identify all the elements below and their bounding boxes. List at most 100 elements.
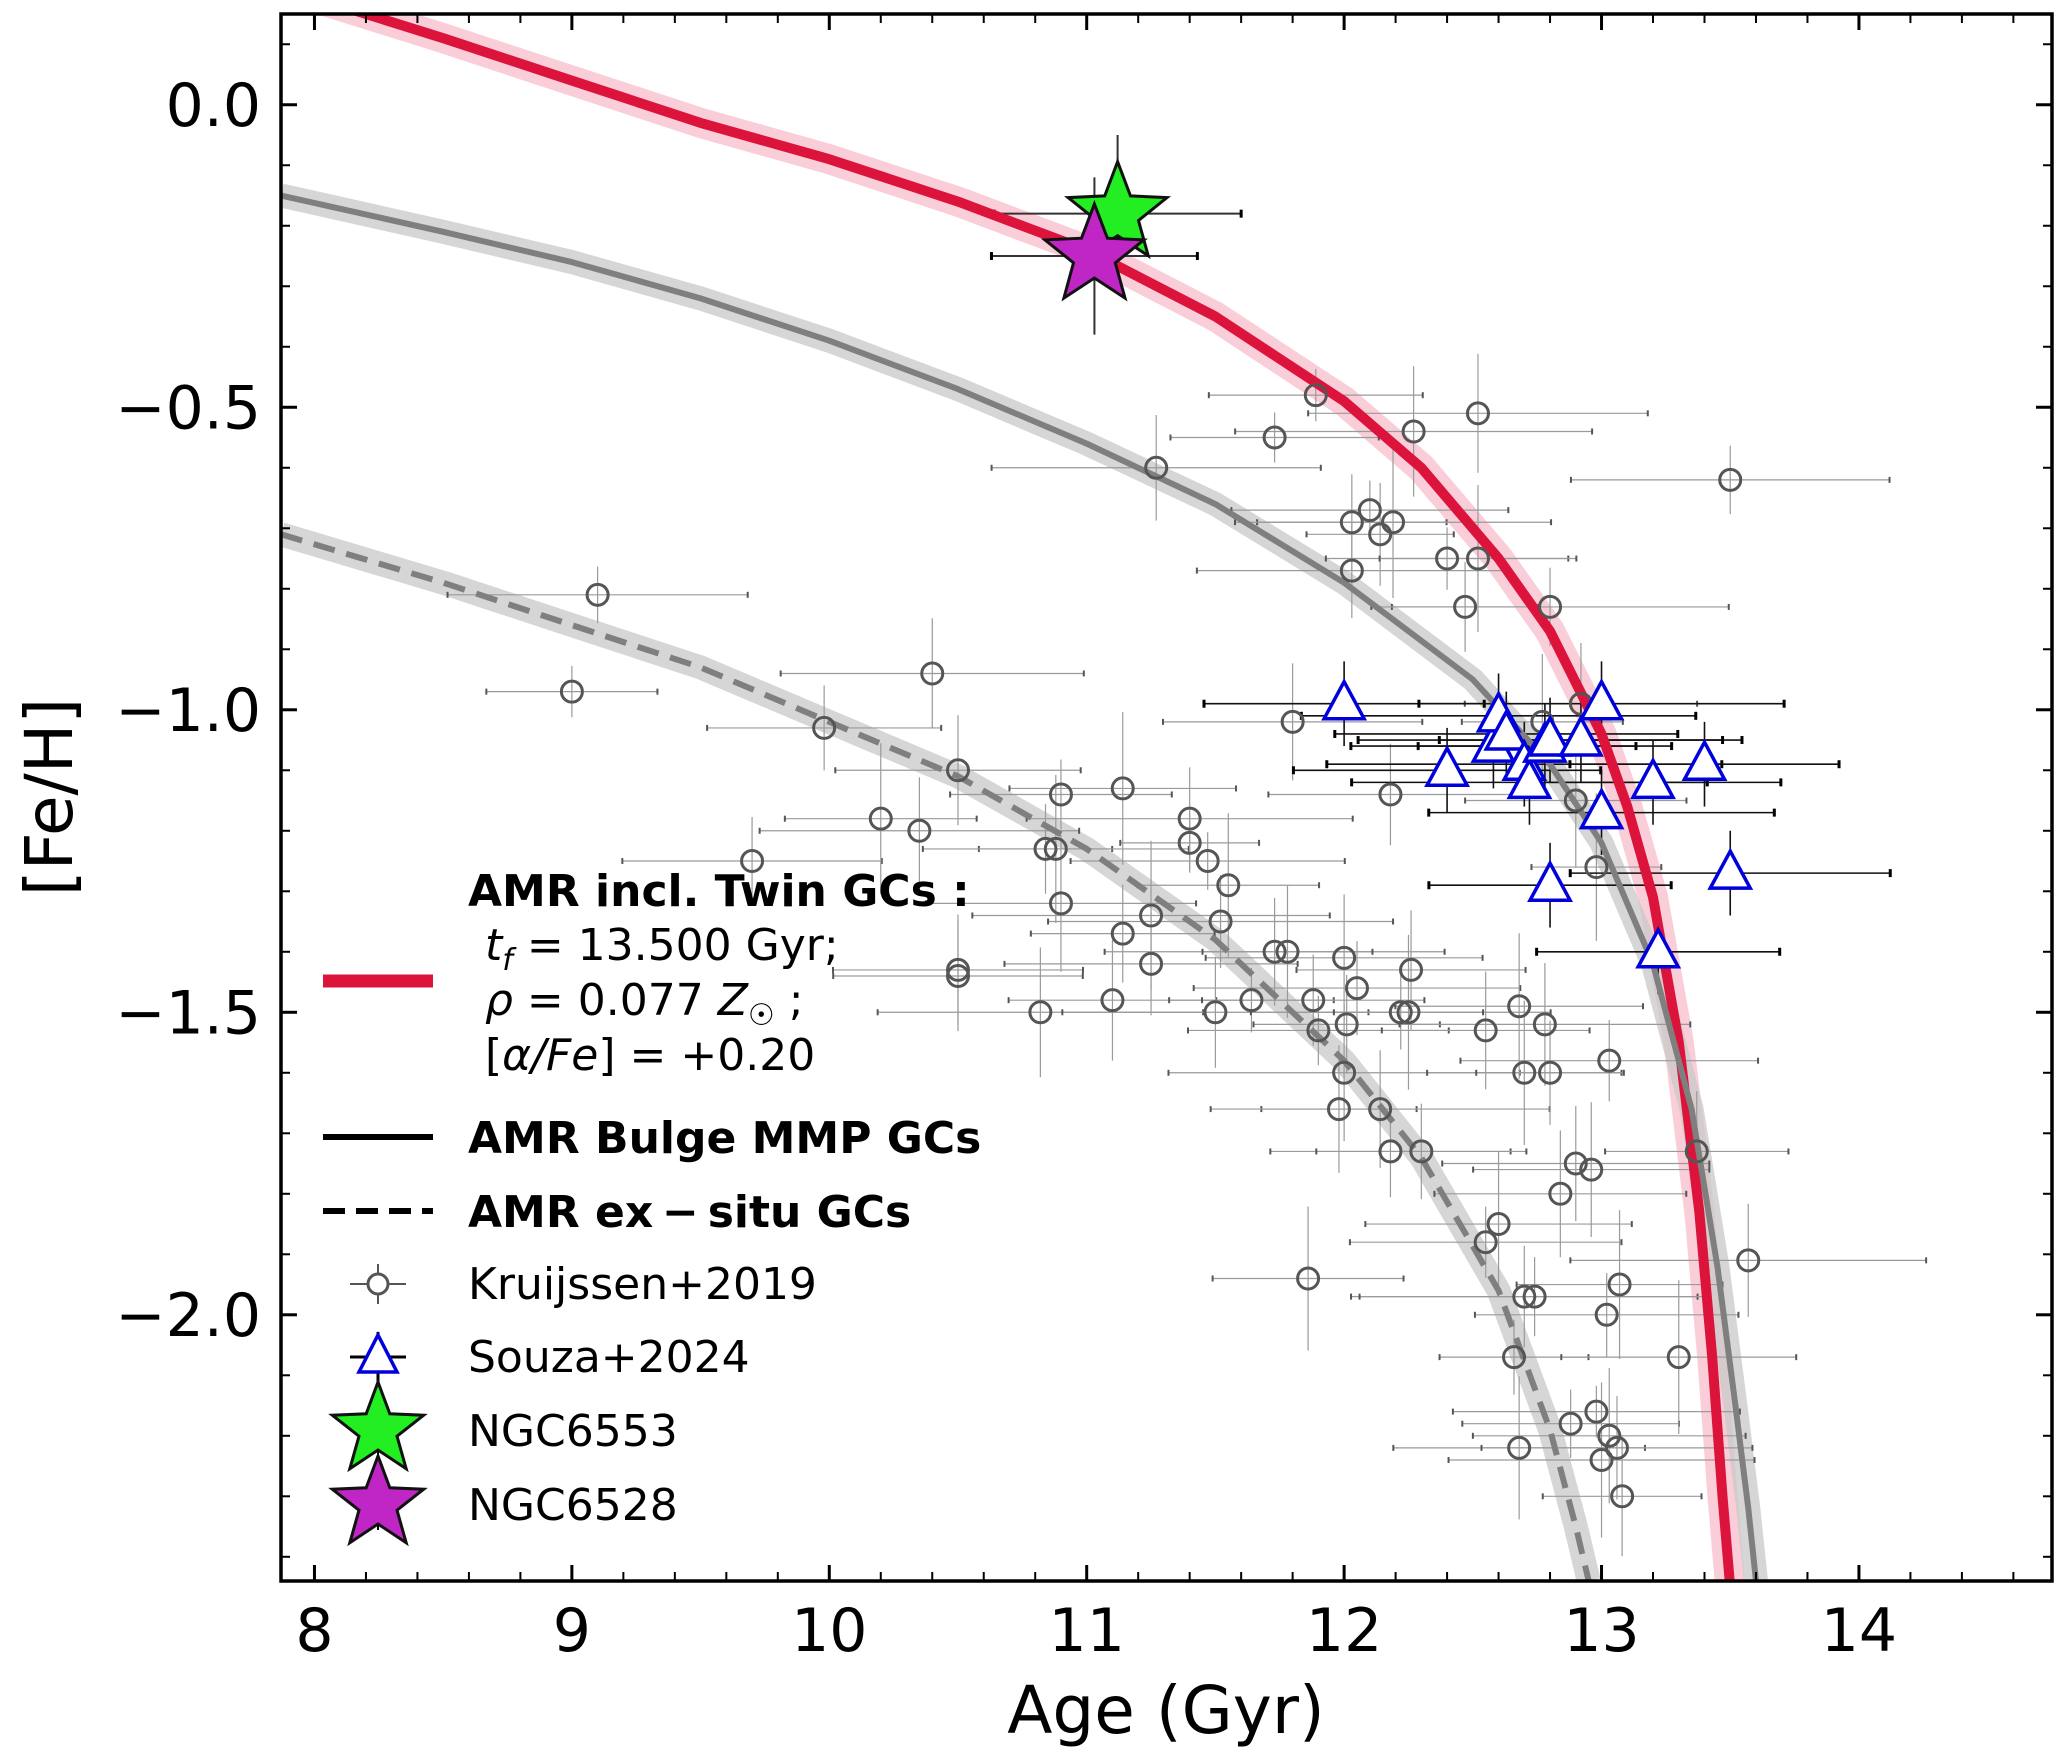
kruijssen-point: [1465, 546, 1490, 571]
legend-alpha-open: [: [485, 1030, 502, 1081]
kruijssen-point: [1399, 957, 1424, 982]
kruijssen-point: [1532, 1012, 1557, 1037]
kruijssen-point: [585, 582, 610, 607]
x-tick-label: 8: [295, 1596, 333, 1666]
legend-twin-tf: tf = 13.500 Gyr;: [485, 920, 839, 978]
legend-rho-sun: ☉: [748, 998, 775, 1033]
kruijssen-point: [1473, 1018, 1498, 1043]
kruijssen-point: [1684, 1139, 1709, 1164]
kruijssen-point: [1028, 1000, 1053, 1025]
kruijssen-point: [1736, 1248, 1761, 1273]
y-tick-label: −0.5: [115, 373, 261, 443]
legend-marker-ngc6553: [328, 1377, 428, 1473]
kruijssen-point: [1396, 1000, 1421, 1025]
x-axis-title: Age (Gyr): [1007, 1672, 1324, 1749]
kruijssen-point: [907, 818, 932, 843]
plot-frame: [279, 12, 2054, 1583]
kruijssen-point: [1339, 558, 1364, 583]
kruijssen-point: [1275, 939, 1300, 964]
legend-rho-z: Z: [717, 975, 749, 1026]
legend-twin-rho: ρ = 0.077 Z☉ ;: [485, 975, 804, 1033]
kruijssen-point: [1303, 383, 1328, 408]
kruijssen-point: [1563, 788, 1588, 813]
kruijssen-point: [1378, 1139, 1403, 1164]
curve-1: [281, 192, 1759, 1581]
kruijssen-point: [1502, 1345, 1527, 1370]
y-tick-label: −1.5: [115, 978, 261, 1048]
kruijssen-point: [1296, 1266, 1321, 1291]
legend-kruijssen: Kruijssen+2019: [468, 1259, 817, 1310]
kruijssen-point: [1110, 921, 1135, 946]
kruijssen-point: [1465, 401, 1490, 426]
legend-marker-kruijssen: [350, 1264, 406, 1304]
x-tick-label: 14: [1821, 1596, 1897, 1666]
ngc6528-point: [1040, 199, 1148, 302]
kruijssen-point: [1306, 1018, 1331, 1043]
kruijssen-point: [1144, 455, 1169, 480]
kruijssen-point: [1610, 1484, 1635, 1509]
kruijssen-point: [1486, 1212, 1511, 1237]
kruijssen-point: [1522, 1284, 1547, 1309]
kruijssen-point: [1139, 903, 1164, 928]
kruijssen-point: [1538, 1060, 1563, 1085]
legend-marker-ngc6528: [328, 1451, 428, 1547]
kruijssen-point: [1401, 419, 1426, 444]
kruijssen-point: [1357, 498, 1382, 523]
y-tick-label: −1.0: [115, 676, 261, 746]
kruijssen-point: [1589, 1447, 1614, 1472]
axis-tick-labels: 8 9 10 11 12 13 14 0.0 −0.5 −1.0 −1.5 −2.0: [115, 71, 1897, 1666]
data-points: [559, 157, 1761, 1509]
curve-0: [349, 14, 1735, 1581]
kruijssen-point: [1507, 1435, 1532, 1460]
kruijssen-point: [1718, 467, 1743, 492]
kruijssen-point: [1139, 951, 1164, 976]
legend-tf-rest: = 13.500 Gyr;: [513, 920, 839, 971]
kruijssen-point: [740, 849, 765, 874]
legend-exsitu: AMR ex − situ GCs: [468, 1187, 911, 1238]
souza-point: [1527, 714, 1573, 757]
kruijssen-point: [1563, 1151, 1588, 1176]
error-bars: [446, 135, 1928, 1557]
kruijssen-point: [1453, 594, 1478, 619]
kruijssen-point: [1203, 1000, 1228, 1025]
kruijssen-point: [1208, 909, 1233, 934]
ngc6553-point: [1064, 157, 1172, 260]
kruijssen-point: [1195, 849, 1220, 874]
x-tick-label: 13: [1563, 1596, 1639, 1666]
kruijssen-point: [1604, 1435, 1629, 1460]
legend-twin-alpha: [α/Fe] = +0.20: [485, 1030, 815, 1081]
curve-2: [281, 531, 1592, 1581]
x-tick-label: 11: [1049, 1596, 1125, 1666]
kruijssen-point: [1584, 855, 1609, 880]
kruijssen-point: [1597, 1048, 1622, 1073]
kruijssen-point: [1378, 782, 1403, 807]
kruijssen-point: [1339, 510, 1364, 535]
kruijssen-point: [1344, 976, 1369, 1001]
legend-star: [328, 1451, 428, 1547]
kruijssen-point: [1301, 988, 1326, 1013]
souza-point: [1321, 678, 1368, 721]
y-tick-label: −2.0: [115, 1281, 261, 1351]
souza-point: [1527, 859, 1573, 902]
souza-point: [1630, 756, 1676, 800]
kruijssen-point: [1043, 836, 1068, 861]
legend-rho-mid: = 0.077: [513, 975, 718, 1026]
kruijssen-point: [1326, 1097, 1351, 1122]
kruijssen-point: [1262, 939, 1287, 964]
kruijssen-point: [1332, 1060, 1357, 1085]
kruijssen-point: [1538, 594, 1563, 619]
souza-point: [1506, 756, 1553, 800]
souza-point: [1707, 847, 1754, 890]
kruijssen-point: [1177, 830, 1202, 855]
souza-point: [1557, 714, 1604, 757]
kruijssen-point: [945, 957, 970, 982]
kruijssen-point: [1216, 873, 1241, 898]
souza-point: [1635, 926, 1682, 969]
kruijssen-point: [1607, 1272, 1632, 1297]
kruijssen-point: [1558, 1411, 1583, 1436]
kruijssen-point: [1512, 1284, 1537, 1309]
kruijssen-point: [559, 679, 584, 704]
souza-point: [1483, 708, 1530, 751]
kruijssen-point: [1507, 994, 1532, 1019]
x-tick-label: 9: [553, 1596, 591, 1666]
